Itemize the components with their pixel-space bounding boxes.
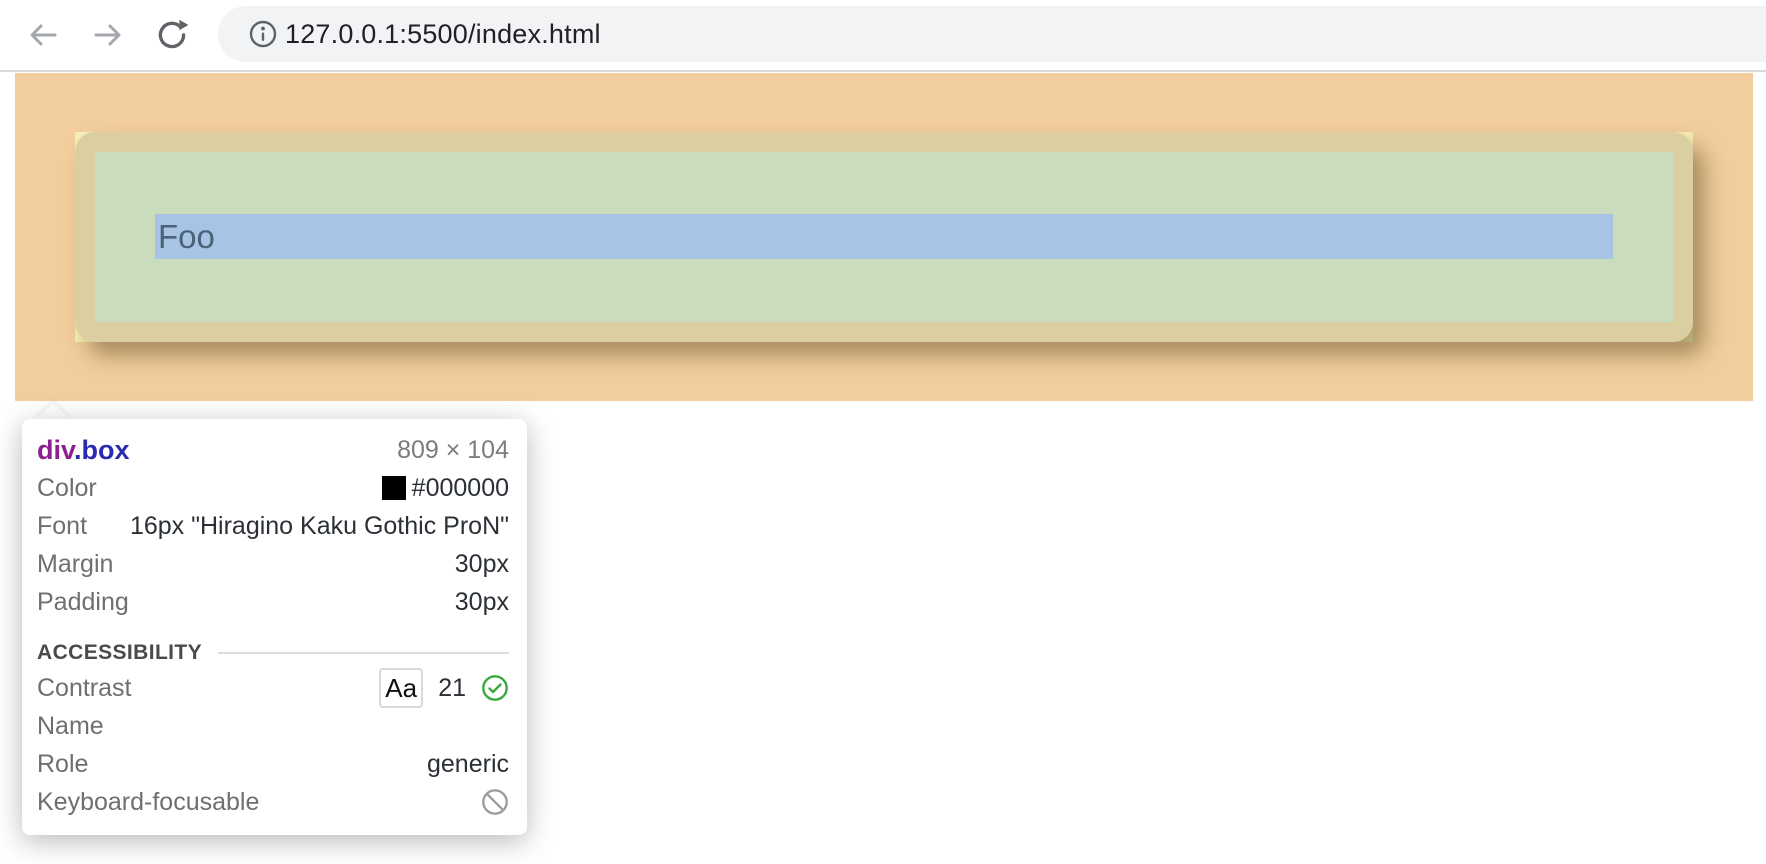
contrast-label: Contrast [37, 673, 132, 702]
site-info-icon[interactable] [246, 17, 280, 51]
keyboard-focusable-row: Keyboard-focusable [37, 783, 509, 821]
font-value: 16px "Hiragino Kaku Gothic ProN" [129, 511, 509, 540]
element-class: .box [74, 434, 130, 465]
element-tag: div [37, 434, 75, 465]
color-label: Color [37, 473, 97, 502]
contrast-row: Contrast Aa 21 [37, 668, 509, 708]
role-value: generic [427, 749, 509, 778]
padding-row: Padding 30px [37, 583, 509, 621]
reload-button[interactable] [153, 16, 191, 54]
font-label: Font [37, 511, 88, 540]
role-label: Role [37, 749, 89, 778]
contrast-sample-box: Aa [379, 668, 424, 708]
contrast-value-cluster: Aa 21 [379, 668, 509, 708]
back-arrow-icon [24, 16, 62, 54]
browser-toolbar: 127.0.0.1:5500/index.html [0, 0, 1766, 70]
devtools-content-highlight: Foo [155, 214, 1613, 259]
padding-label: Padding [37, 587, 129, 616]
keyboard-focusable-label: Keyboard-focusable [37, 787, 260, 816]
tooltip-caret [36, 403, 70, 419]
font-row: Font 16px "Hiragino Kaku Gothic ProN" [37, 507, 509, 545]
accessibility-section-header: ACCESSIBILITY [37, 637, 509, 669]
not-focusable-icon [481, 788, 509, 816]
margin-value: 30px [454, 549, 509, 578]
toolbar-divider [0, 70, 1766, 72]
tooltip-header-row: div.box 809 × 104 [37, 431, 509, 469]
reload-icon [153, 16, 191, 54]
accessibility-divider [218, 652, 509, 654]
devtools-element-tooltip: div.box 809 × 104 Color #000000 Font 16p… [22, 419, 527, 835]
role-row: Role generic [37, 745, 509, 783]
accessibility-title: ACCESSIBILITY [37, 641, 203, 664]
name-row: Name [37, 707, 509, 745]
contrast-pass-icon [481, 674, 509, 702]
address-bar[interactable]: 127.0.0.1:5500/index.html [218, 6, 1766, 62]
margin-row: Margin 30px [37, 545, 509, 583]
margin-label: Margin [37, 549, 114, 578]
padding-value: 30px [454, 587, 509, 616]
color-swatch [381, 476, 406, 500]
element-text: Foo [158, 218, 215, 255]
contrast-ratio: 21 [438, 673, 466, 702]
forward-arrow-icon [89, 16, 127, 54]
color-hex: #000000 [411, 473, 509, 502]
color-value: #000000 [381, 473, 509, 503]
color-row: Color #000000 [37, 469, 509, 507]
back-button[interactable] [24, 16, 62, 54]
forward-button[interactable] [89, 16, 127, 54]
url-text[interactable]: 127.0.0.1:5500/index.html [285, 19, 601, 49]
element-selector: div.box [37, 435, 130, 466]
name-label: Name [37, 711, 104, 740]
element-dimensions: 809 × 104 [397, 435, 509, 464]
